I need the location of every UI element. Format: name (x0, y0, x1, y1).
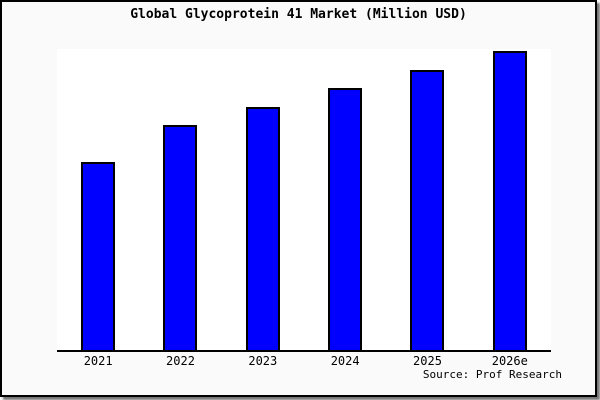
x-tick-label-2023: 2023 (248, 354, 278, 368)
bar-slot-2022 (139, 49, 221, 350)
bar-slot-2023 (222, 49, 304, 350)
bar-2022 (163, 125, 198, 350)
x-axis-labels: 2021 2022 2023 2024 2025 2026e (57, 354, 551, 368)
x-tick-label-2024: 2024 (330, 354, 360, 368)
bar-slot-2024 (304, 49, 386, 350)
bar-slot-2025 (386, 49, 468, 350)
source-note: Source: Prof Research (422, 368, 562, 381)
bar-slot-2021 (57, 49, 139, 350)
bar-2023 (245, 107, 280, 350)
bar-slot-2026e (469, 49, 551, 350)
bar-2021 (81, 161, 116, 350)
x-tick-label-2022: 2022 (166, 354, 195, 368)
bar-2024 (328, 88, 363, 350)
bar-2025 (410, 70, 445, 350)
x-tick-label-2026e: 2026e (491, 354, 528, 368)
plot-area (57, 49, 551, 352)
bar-2026e (492, 51, 527, 350)
x-tick-label-2025: 2025 (413, 354, 442, 368)
x-tick-label-2021: 2021 (83, 354, 113, 368)
chart-title: Global Glycoprotein 41 Market (Million U… (130, 7, 467, 22)
